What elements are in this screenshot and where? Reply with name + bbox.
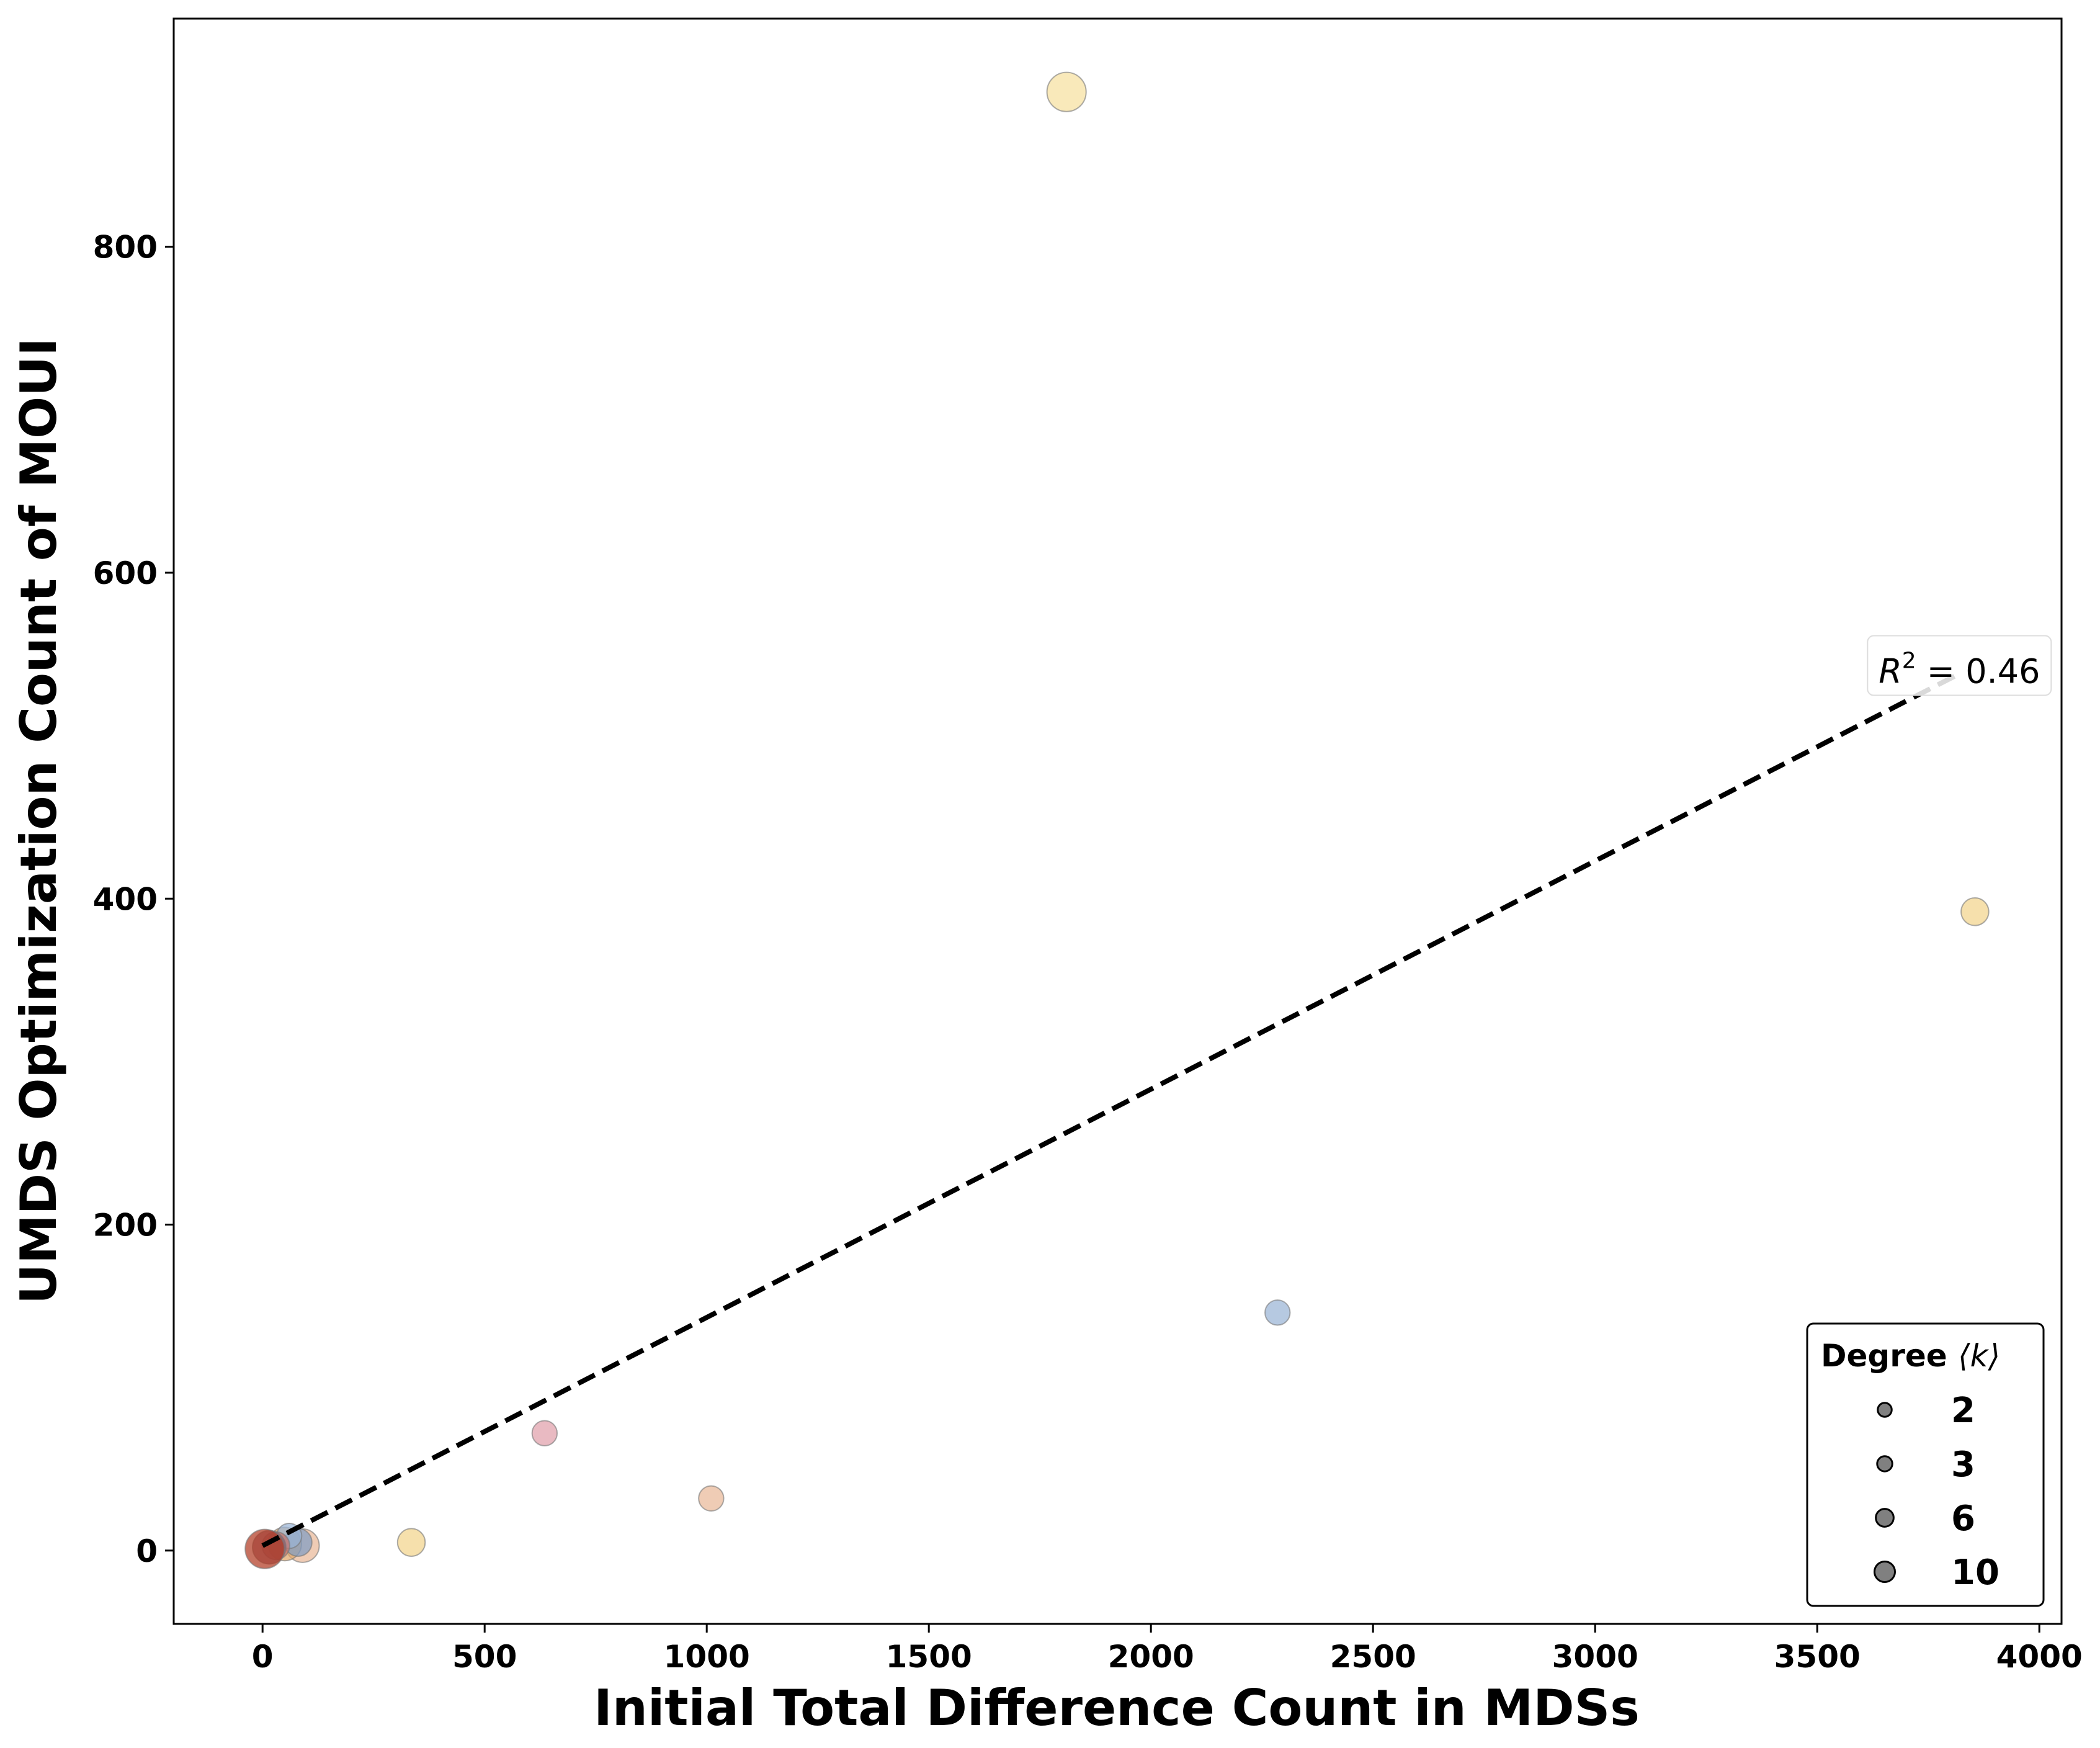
legend: Degree ⟨k⟩ 2 3 6 10 [1806, 1322, 2045, 1607]
plot-frame [172, 17, 2063, 1625]
legend-frame [1806, 1322, 2045, 1607]
legend-label: 6 [1951, 1499, 1975, 1539]
r-squared-annotation: R2 = 0.46 [1867, 635, 2052, 696]
x-axis-label: Initial Total Difference Count in MDSs [594, 1679, 1640, 1737]
legend-label: 10 [1951, 1553, 1999, 1593]
data-point [698, 1485, 725, 1512]
legend-label: 2 [1951, 1391, 1975, 1431]
x-tick-label: 0 [252, 1639, 274, 1675]
data-point [531, 1420, 558, 1446]
x-tick-label: 1500 [886, 1639, 972, 1675]
legend-entries: 2 3 6 10 [1874, 1391, 1999, 1593]
x-tick-label: 4000 [1996, 1639, 2083, 1675]
x-tick-label: 500 [452, 1639, 517, 1675]
axis-ticks: 0 500 1000 1500 2000 2500 3000 3500 4000 0 200 400 6… [93, 230, 2083, 1675]
x-tick-label: 2000 [1108, 1639, 1194, 1675]
data-point [1264, 1299, 1291, 1326]
y-tick-label: 600 [93, 555, 158, 591]
legend-title: Degree ⟨k⟩ [1821, 1338, 2000, 1374]
y-axis-label: UMDS Optimization Count of MOUI [10, 338, 68, 1304]
annotation-text: R2 = 0.46 [1879, 648, 2040, 691]
legend-title-symbol: ⟨k⟩ [1958, 1338, 2000, 1374]
data-point [244, 1528, 285, 1569]
legend-marker [1877, 1402, 1893, 1418]
x-tick-label: 3000 [1552, 1639, 1638, 1675]
data-point [396, 1528, 426, 1557]
data-point [1960, 897, 1990, 926]
y-tick-label: 200 [93, 1208, 158, 1244]
fit-line [261, 671, 1961, 1548]
annotation-box [1867, 635, 2052, 696]
x-tick-label: 1000 [664, 1639, 750, 1675]
x-tick-label: 2500 [1330, 1639, 1416, 1675]
data-point [1046, 71, 1087, 112]
legend-title-text: Degree [1821, 1338, 1958, 1374]
annotation-superscript: 2 [1902, 648, 1916, 674]
y-tick-label: 400 [93, 881, 158, 917]
legend-label: 3 [1951, 1445, 1975, 1485]
y-tick-label: 800 [93, 230, 158, 266]
y-tick-label: 0 [136, 1533, 158, 1569]
legend-marker [1875, 1508, 1895, 1528]
data-points [244, 71, 1990, 1569]
x-tick-label: 3500 [1774, 1639, 1861, 1675]
legend-marker [1874, 1561, 1896, 1583]
annotation-r: R [1879, 652, 1902, 691]
annotation-value: = 0.46 [1916, 652, 2040, 691]
legend-marker [1876, 1455, 1893, 1472]
